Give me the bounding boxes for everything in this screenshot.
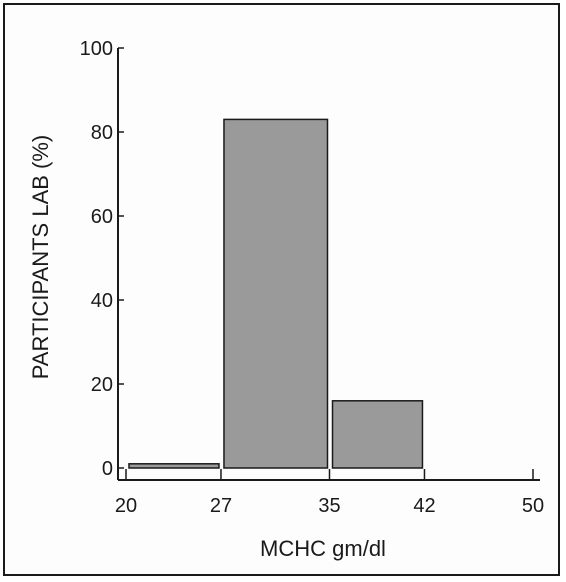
y-tick-label-20: 20	[91, 374, 113, 396]
bar-27-35	[223, 118, 329, 469]
x-tick-label-27: 27	[210, 495, 232, 517]
x-tick-label-20: 20	[115, 495, 137, 517]
bar-20-27	[128, 463, 220, 469]
y-tick-label-60: 60	[91, 206, 113, 228]
y-ticks-group: 0 20 40 60 80 100	[80, 38, 124, 480]
y-tick-label-80: 80	[91, 122, 113, 144]
x-tick-label-50: 50	[522, 495, 544, 517]
x-ticks-group: 20 27 35 42 50	[115, 469, 544, 517]
bars-group	[128, 118, 424, 469]
y-axis-title: PARTICIPANTS LAB (%)	[28, 135, 53, 380]
x-axis-title: MCHC gm/dl	[260, 536, 386, 561]
y-tick-label-40: 40	[91, 290, 113, 312]
axes-group	[117, 48, 540, 481]
x-tick-label-42: 42	[413, 495, 435, 517]
y-tick-label-100: 100	[80, 38, 113, 60]
y-tick-label-0: 0	[102, 458, 113, 480]
bar-35-42	[331, 400, 424, 469]
x-tick-label-35: 35	[318, 495, 340, 517]
